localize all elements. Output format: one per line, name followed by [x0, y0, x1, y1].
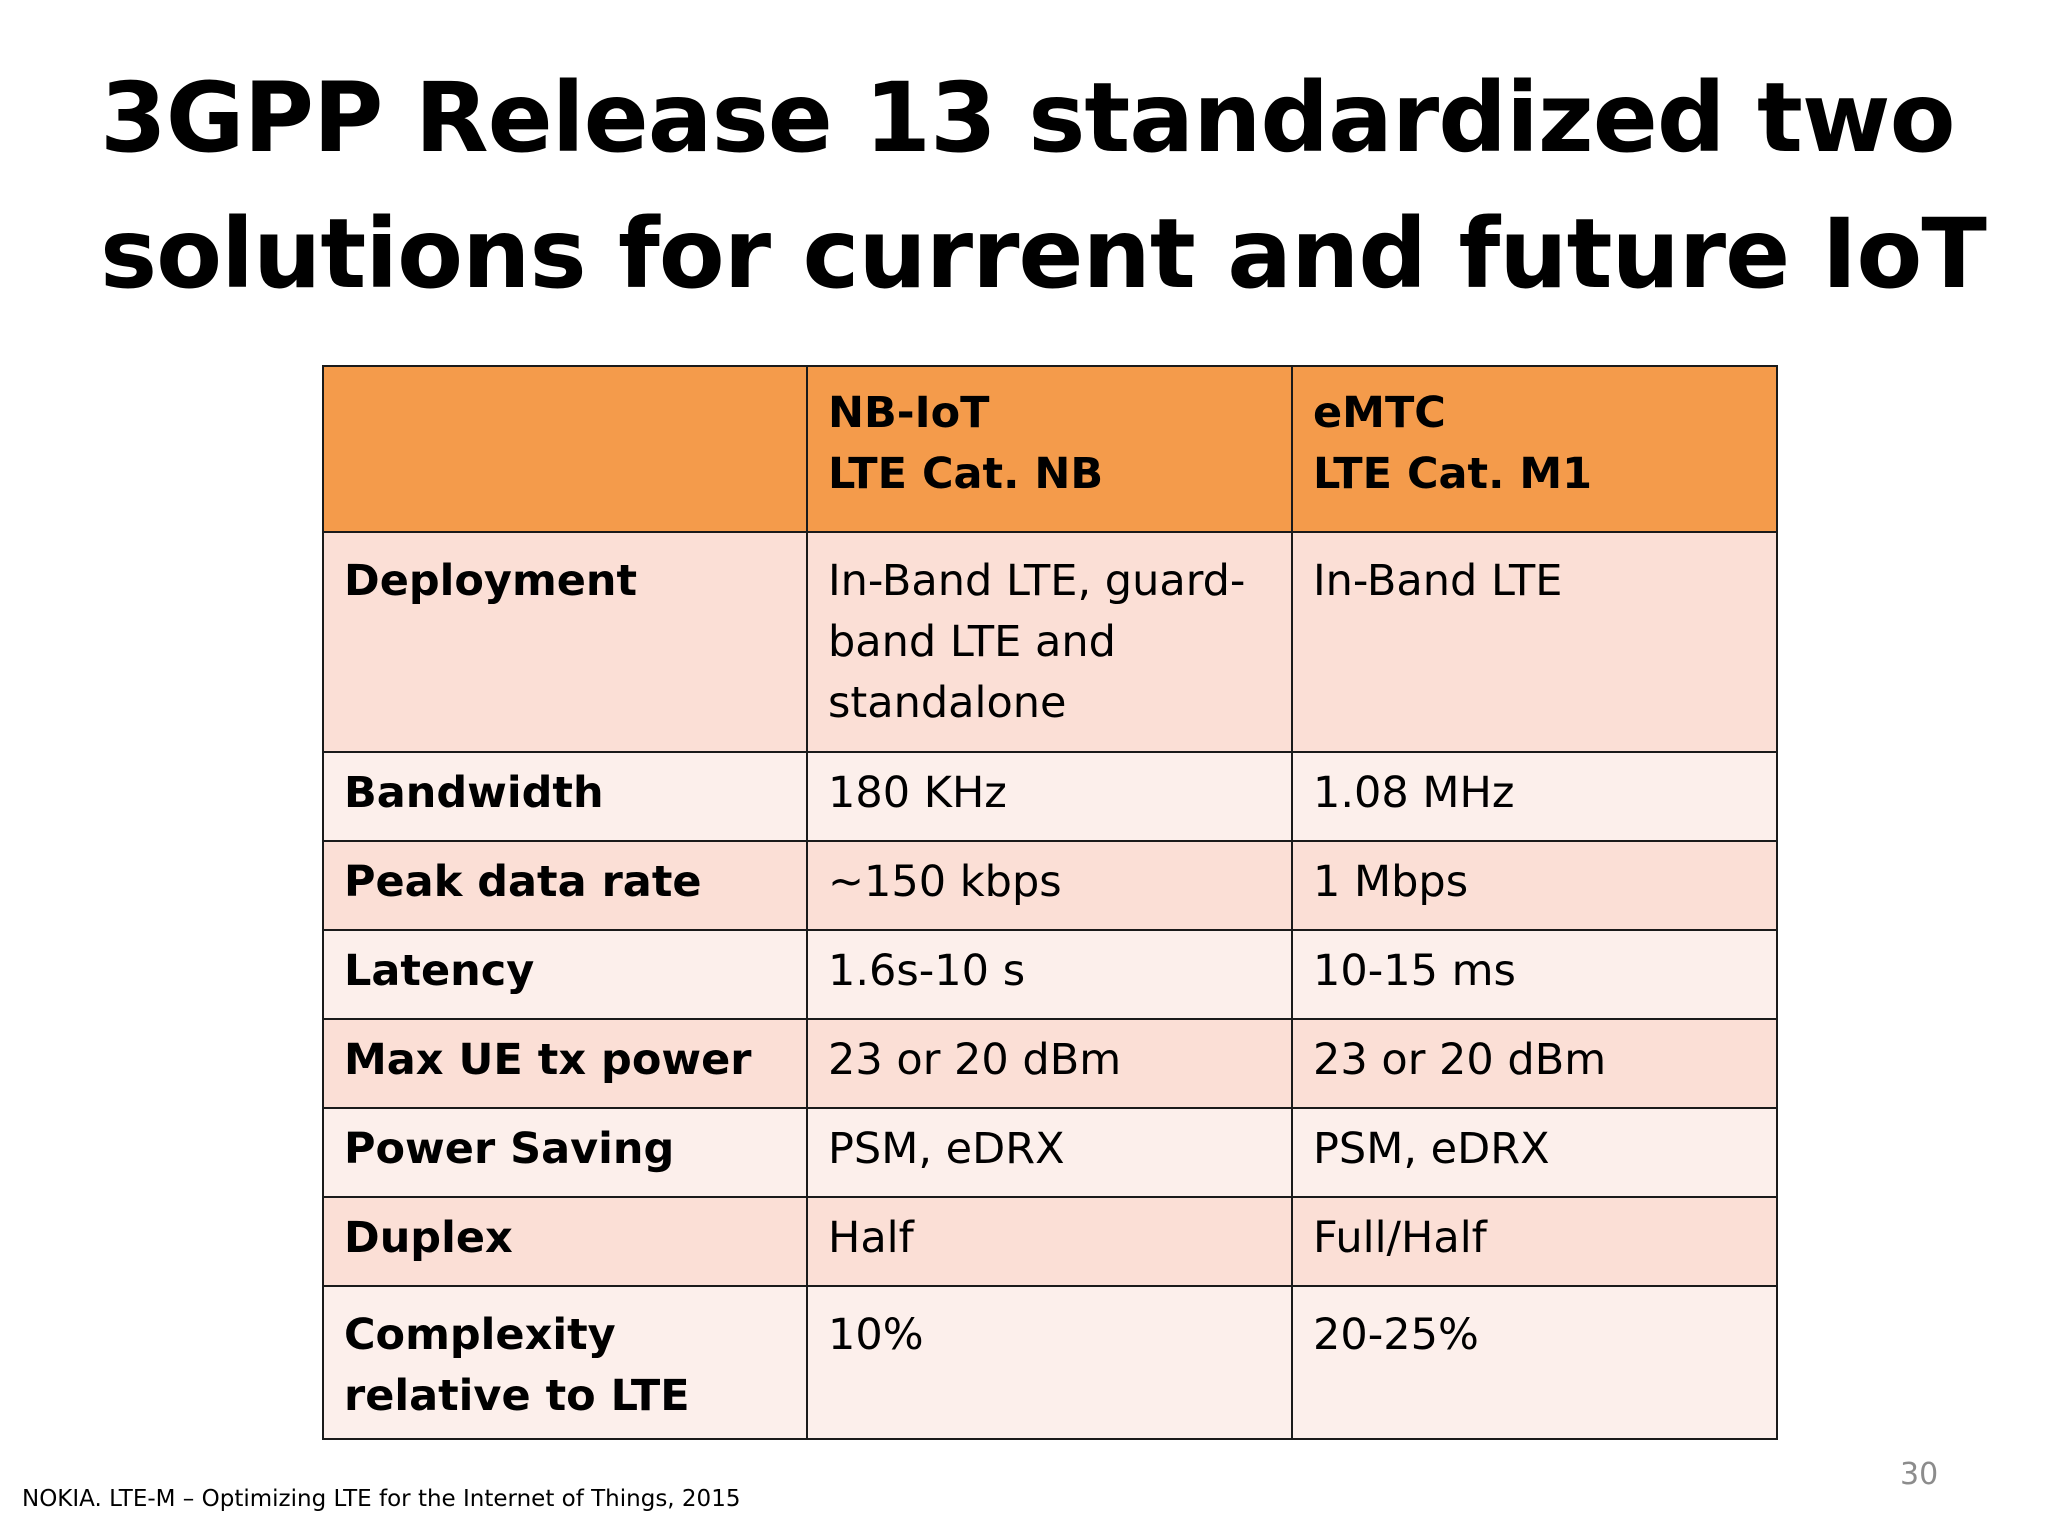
row-label: Bandwidth	[322, 751, 808, 842]
emtc-value: 10-15 ms	[1291, 929, 1778, 1020]
nbiot-value: PSM, eDRX	[806, 1107, 1293, 1198]
row-label: Peak data rate	[322, 840, 808, 931]
emtc-value: In-Band LTE	[1291, 531, 1778, 753]
emtc-value: 1.08 MHz	[1291, 751, 1778, 842]
nbiot-value: 23 or 20 dBm	[806, 1018, 1293, 1109]
nbiot-value: 180 KHz	[806, 751, 1293, 842]
header-nbiot-category: LTE Cat. NB	[828, 449, 1104, 499]
table-row: Deployment In-Band LTE, guard-band LTE a…	[322, 531, 1778, 753]
slide-title: 3GPP Release 13 standardized two solutio…	[100, 50, 1987, 322]
emtc-value: 23 or 20 dBm	[1291, 1018, 1778, 1109]
slide-title-line-1: 3GPP Release 13 standardized two	[100, 62, 1956, 174]
table-row: Duplex Half Full/Half	[322, 1196, 1778, 1287]
row-label: Max UE tx power	[322, 1018, 808, 1109]
nbiot-value: Half	[806, 1196, 1293, 1287]
nbiot-value: 10%	[806, 1285, 1293, 1440]
table-header-row: NB-IoT LTE Cat. NB eMTC LTE Cat. M1	[322, 365, 1778, 533]
slide-title-line-2: solutions for current and future IoT	[100, 198, 1987, 310]
header-cell-empty	[322, 365, 808, 533]
page-number: 30	[1900, 1457, 1939, 1492]
header-emtc-category: LTE Cat. M1	[1313, 449, 1593, 499]
comparison-table: NB-IoT LTE Cat. NB eMTC LTE Cat. M1 Depl…	[322, 365, 1778, 1440]
header-cell-nbiot: NB-IoT LTE Cat. NB	[806, 365, 1293, 533]
row-label: Power Saving	[322, 1107, 808, 1198]
nbiot-value: 1.6s-10 s	[806, 929, 1293, 1020]
row-label: Deployment	[322, 531, 808, 753]
emtc-value: PSM, eDRX	[1291, 1107, 1778, 1198]
row-label: Duplex	[322, 1196, 808, 1287]
source-citation: NOKIA. LTE-M – Optimizing LTE for the In…	[22, 1486, 741, 1512]
table-row: Power Saving PSM, eDRX PSM, eDRX	[322, 1107, 1778, 1198]
header-nbiot-name: NB-IoT	[828, 388, 990, 438]
row-label: Latency	[322, 929, 808, 1020]
table-row: Complexity relative to LTE 10% 20-25%	[322, 1285, 1778, 1440]
emtc-value: Full/Half	[1291, 1196, 1778, 1287]
emtc-value: 1 Mbps	[1291, 840, 1778, 931]
emtc-value: 20-25%	[1291, 1285, 1778, 1440]
table-row: Latency 1.6s-10 s 10-15 ms	[322, 929, 1778, 1020]
row-label: Complexity relative to LTE	[322, 1285, 808, 1440]
table-row: Peak data rate ~150 kbps 1 Mbps	[322, 840, 1778, 931]
nbiot-value: ~150 kbps	[806, 840, 1293, 931]
nbiot-value: In-Band LTE, guard-band LTE and standalo…	[806, 531, 1293, 753]
header-emtc-name: eMTC	[1313, 388, 1446, 438]
header-cell-emtc: eMTC LTE Cat. M1	[1291, 365, 1778, 533]
table-row: Bandwidth 180 KHz 1.08 MHz	[322, 751, 1778, 842]
table-row: Max UE tx power 23 or 20 dBm 23 or 20 dB…	[322, 1018, 1778, 1109]
